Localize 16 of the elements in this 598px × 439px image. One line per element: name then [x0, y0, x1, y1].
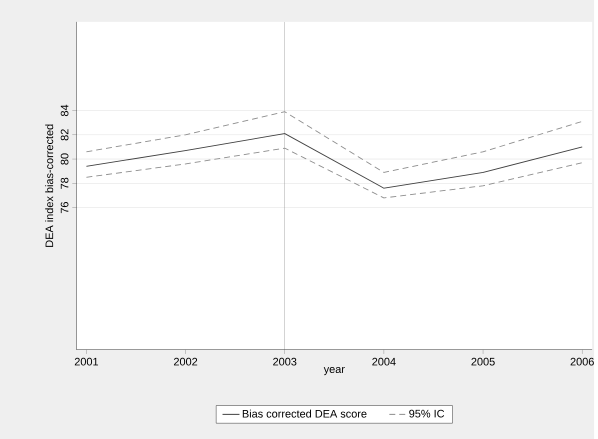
- y-tick-label: 82: [60, 129, 68, 140]
- y-tick-label: 76: [60, 202, 68, 214]
- legend-label: Bias corrected DEA score: [242, 410, 367, 418]
- x-tick-label: 2004: [372, 358, 396, 366]
- x-axis-title: year: [324, 367, 345, 376]
- x-tick-label: 2002: [174, 358, 198, 366]
- x-tick-label: 2006: [570, 358, 594, 366]
- x-tick-label: 2001: [74, 358, 98, 366]
- y-tick-label: 78: [60, 178, 68, 189]
- y-axis-title: DEA index bias-corrected: [45, 124, 54, 247]
- legend-label: 95% IC: [409, 410, 444, 418]
- y-tick-label: 80: [60, 153, 68, 165]
- x-tick-label: 2005: [471, 358, 495, 366]
- line-series: [86, 133, 583, 189]
- x-tick-label: 2003: [273, 358, 296, 366]
- y-tick-label: 84: [60, 104, 68, 116]
